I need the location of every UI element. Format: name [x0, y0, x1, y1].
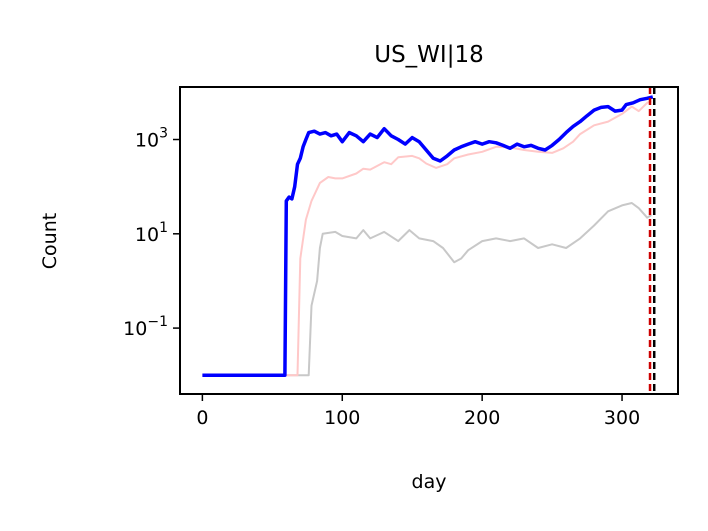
x-axis: 0 100 200 300: [196, 394, 640, 429]
series-line: [202, 100, 652, 377]
x-tick-label: 100: [324, 407, 360, 429]
plot-frame: [179, 86, 679, 395]
y-tick-label: 103: [135, 126, 168, 152]
chart-title: US_WI|18: [374, 42, 483, 68]
x-tick-label: 0: [196, 407, 208, 429]
x-tick-label: 300: [604, 407, 640, 429]
x-axis-title: day: [412, 471, 447, 493]
x-tick-label: 200: [464, 407, 500, 429]
series-layer: [202, 95, 654, 377]
y-tick-label: 101: [135, 220, 168, 246]
series-line: [202, 95, 654, 377]
y-axis-title: Count: [39, 213, 61, 269]
y-tick-label: 10−1: [123, 314, 168, 340]
y-axis: 10−1 101 103: [123, 126, 180, 340]
reference-lines: [648, 87, 656, 394]
series-line: [202, 202, 652, 377]
